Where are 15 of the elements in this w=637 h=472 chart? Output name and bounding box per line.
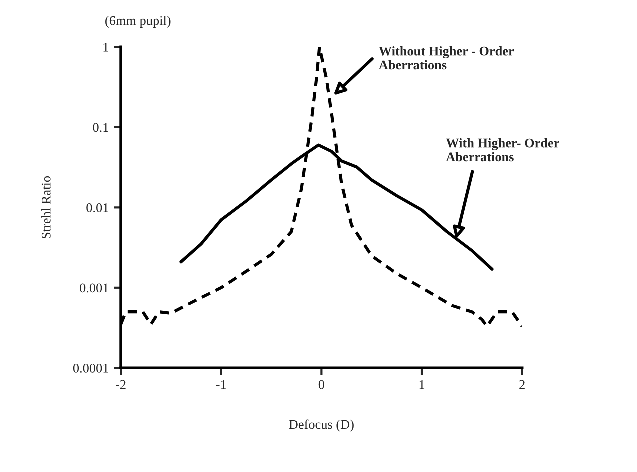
annotation: With Higher- Order Aberrations	[446, 138, 560, 162]
y-axis-title: Strehl Ratio	[42, 176, 51, 238]
x-tick-label: 0	[318, 380, 324, 390]
y-tick-label: 0.0001	[73, 364, 108, 373]
x-axis-title: Defocus (D)	[289, 420, 354, 432]
y-tick-label: 1	[104, 43, 108, 52]
x-tick-label: -2	[116, 380, 126, 390]
y-tick-label: 0.01	[86, 203, 108, 212]
y-tick-label: 0.001	[80, 284, 108, 293]
x-tick-label: -1	[216, 380, 226, 390]
annotation: Without Higher - Order Aberrations	[379, 46, 514, 70]
x-tick-label: 1	[420, 380, 425, 390]
text: (6mm pupil)	[106, 16, 171, 28]
y-tick-label: 0.1	[93, 123, 108, 132]
x-tick-label: 2	[520, 380, 525, 390]
